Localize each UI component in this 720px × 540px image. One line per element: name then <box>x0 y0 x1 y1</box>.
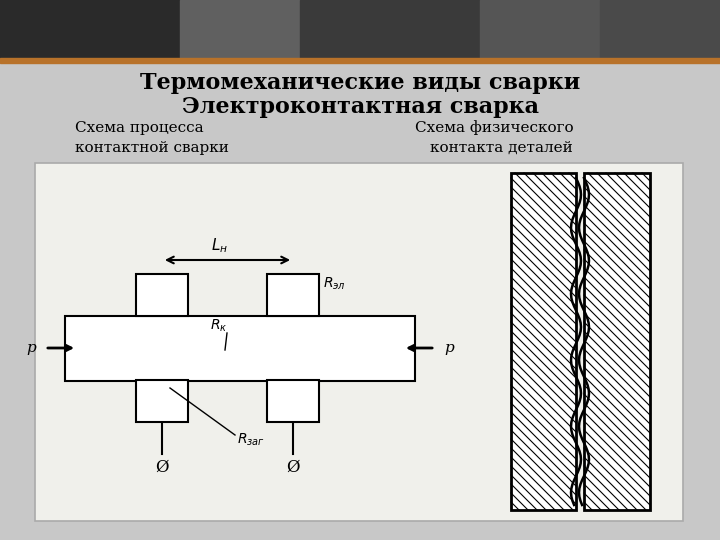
Bar <box>267 380 319 422</box>
Bar <box>0 63 720 540</box>
Bar <box>600 0 720 58</box>
Bar <box>180 0 300 58</box>
Bar <box>511 173 576 510</box>
Text: контакта деталей: контакта деталей <box>430 141 572 155</box>
Text: $L_н$: $L_н$ <box>211 237 228 255</box>
Text: p: p <box>26 341 36 355</box>
Bar <box>35 163 683 521</box>
Text: p: p <box>444 341 454 355</box>
Text: $R_{эл}$: $R_{эл}$ <box>323 276 346 292</box>
Bar <box>584 173 650 510</box>
Text: Термомеханические виды сварки: Термомеханические виды сварки <box>140 72 580 94</box>
Text: Электроконтактная сварка: Электроконтактная сварка <box>181 96 539 118</box>
Bar <box>136 380 188 422</box>
Bar <box>136 274 188 316</box>
Bar <box>480 0 600 58</box>
Bar <box>0 58 720 63</box>
Bar <box>300 0 480 58</box>
Bar <box>267 274 319 316</box>
Text: $R_к$: $R_к$ <box>210 318 228 334</box>
Bar <box>0 0 720 58</box>
Bar <box>0 0 180 58</box>
Text: Схема физического: Схема физического <box>415 120 574 136</box>
Text: контактной сварки: контактной сварки <box>75 141 229 155</box>
Text: $R_{заг}$: $R_{заг}$ <box>237 432 265 448</box>
Text: Ø: Ø <box>156 458 168 476</box>
Text: Схема процесса: Схема процесса <box>75 121 204 135</box>
Bar <box>65 316 415 381</box>
Text: Ø: Ø <box>287 458 300 476</box>
